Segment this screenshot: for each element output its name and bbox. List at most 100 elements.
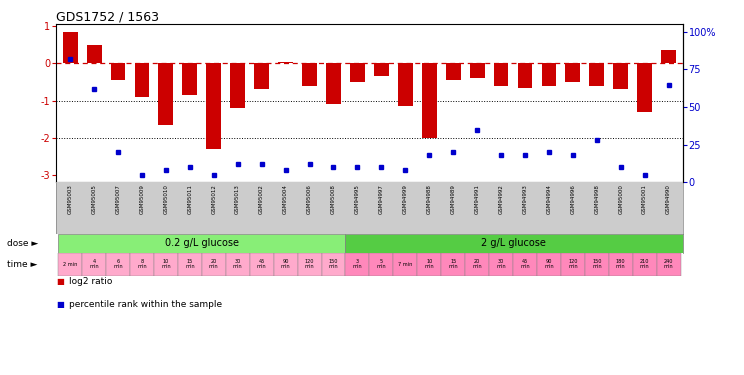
Bar (638, 63, 652, 112)
Bar (298, 253, 321, 276)
Text: GSM95002: GSM95002 (259, 184, 264, 214)
Text: GSM95005: GSM95005 (92, 184, 97, 214)
Text: ■: ■ (56, 278, 64, 286)
Text: 15
min: 15 min (185, 259, 195, 269)
Bar (632, 253, 657, 276)
Text: GSM94991: GSM94991 (475, 184, 480, 214)
Bar (278, 62, 293, 63)
Bar (274, 253, 298, 276)
Bar (513, 253, 537, 276)
Bar (202, 253, 225, 276)
Bar (62, 32, 77, 63)
Text: 2 g/L glucose: 2 g/L glucose (481, 238, 545, 248)
Text: GSM95012: GSM95012 (211, 184, 217, 214)
Bar (106, 253, 130, 276)
Text: GSM94990: GSM94990 (666, 184, 671, 214)
Text: GSM95007: GSM95007 (115, 184, 121, 214)
Text: GSM95001: GSM95001 (642, 184, 647, 214)
Text: 10
min: 10 min (161, 259, 170, 269)
Bar (58, 234, 345, 253)
Bar (465, 253, 489, 276)
Text: GSM95008: GSM95008 (331, 184, 336, 214)
Text: 4
min: 4 min (89, 259, 99, 269)
Text: GSM94999: GSM94999 (403, 184, 408, 214)
Bar (58, 253, 82, 276)
Text: log2 ratio: log2 ratio (69, 278, 112, 286)
Bar (589, 63, 604, 86)
Text: 45
min: 45 min (520, 259, 530, 269)
Text: GSM94993: GSM94993 (522, 184, 527, 214)
Text: GSM94989: GSM94989 (451, 184, 455, 214)
Text: GSM94995: GSM94995 (355, 184, 360, 214)
Bar (135, 63, 150, 97)
Bar (561, 253, 585, 276)
Bar (542, 63, 557, 86)
Bar (417, 253, 441, 276)
Bar (345, 234, 683, 253)
Text: ■: ■ (56, 300, 64, 309)
Text: GSM95013: GSM95013 (235, 184, 240, 214)
Text: 180
min: 180 min (616, 259, 626, 269)
Bar (489, 253, 513, 276)
Text: 120
min: 120 min (568, 259, 577, 269)
Bar (565, 63, 580, 82)
Bar (82, 253, 106, 276)
Text: 6
min: 6 min (113, 259, 123, 269)
Bar (613, 63, 628, 89)
Bar (374, 63, 389, 76)
Bar (154, 253, 178, 276)
Text: percentile rank within the sample: percentile rank within the sample (69, 300, 222, 309)
Bar (254, 63, 269, 89)
Text: 8
min: 8 min (137, 259, 147, 269)
Text: 30
min: 30 min (233, 259, 243, 269)
Text: 15
min: 15 min (449, 259, 458, 269)
Bar (493, 63, 508, 86)
Bar (469, 63, 484, 78)
Bar (302, 63, 317, 86)
Bar (350, 63, 365, 82)
Text: GSM94998: GSM94998 (594, 184, 600, 214)
Bar (87, 45, 101, 63)
Text: 90
min: 90 min (544, 259, 554, 269)
Text: 240
min: 240 min (664, 259, 673, 269)
Bar (231, 63, 246, 108)
Text: time ►: time ► (7, 260, 38, 268)
Bar (441, 253, 465, 276)
Text: GSM95010: GSM95010 (164, 184, 168, 214)
Bar (345, 253, 370, 276)
Text: GSM95011: GSM95011 (187, 184, 193, 214)
Text: 120
min: 120 min (305, 259, 315, 269)
Bar (321, 253, 345, 276)
Text: 20
min: 20 min (209, 259, 219, 269)
Bar (130, 253, 154, 276)
Text: GSM95006: GSM95006 (307, 184, 312, 214)
Bar (225, 253, 250, 276)
Text: GSM95000: GSM95000 (618, 184, 623, 214)
Text: 150
min: 150 min (329, 259, 339, 269)
Bar (609, 253, 632, 276)
Bar (370, 253, 394, 276)
Text: GSM95003: GSM95003 (68, 184, 73, 214)
Text: 30
min: 30 min (496, 259, 506, 269)
Text: 0.2 g/L glucose: 0.2 g/L glucose (165, 238, 239, 248)
Bar (178, 253, 202, 276)
Bar (158, 63, 173, 125)
Bar (518, 63, 533, 87)
Bar (206, 63, 221, 149)
Bar (111, 63, 126, 80)
Text: 150
min: 150 min (592, 259, 602, 269)
Text: 20
min: 20 min (472, 259, 482, 269)
Bar (537, 253, 561, 276)
Text: 3
min: 3 min (353, 259, 362, 269)
Text: 210
min: 210 min (640, 259, 650, 269)
Text: dose ►: dose ► (7, 239, 39, 248)
Bar (326, 63, 341, 104)
Bar (422, 63, 437, 138)
Text: GSM94997: GSM94997 (379, 184, 384, 214)
Bar (585, 253, 609, 276)
Text: GSM94996: GSM94996 (571, 184, 575, 214)
Bar (394, 253, 417, 276)
Text: 45
min: 45 min (257, 259, 266, 269)
Text: 10
min: 10 min (424, 259, 434, 269)
Bar (661, 50, 676, 63)
